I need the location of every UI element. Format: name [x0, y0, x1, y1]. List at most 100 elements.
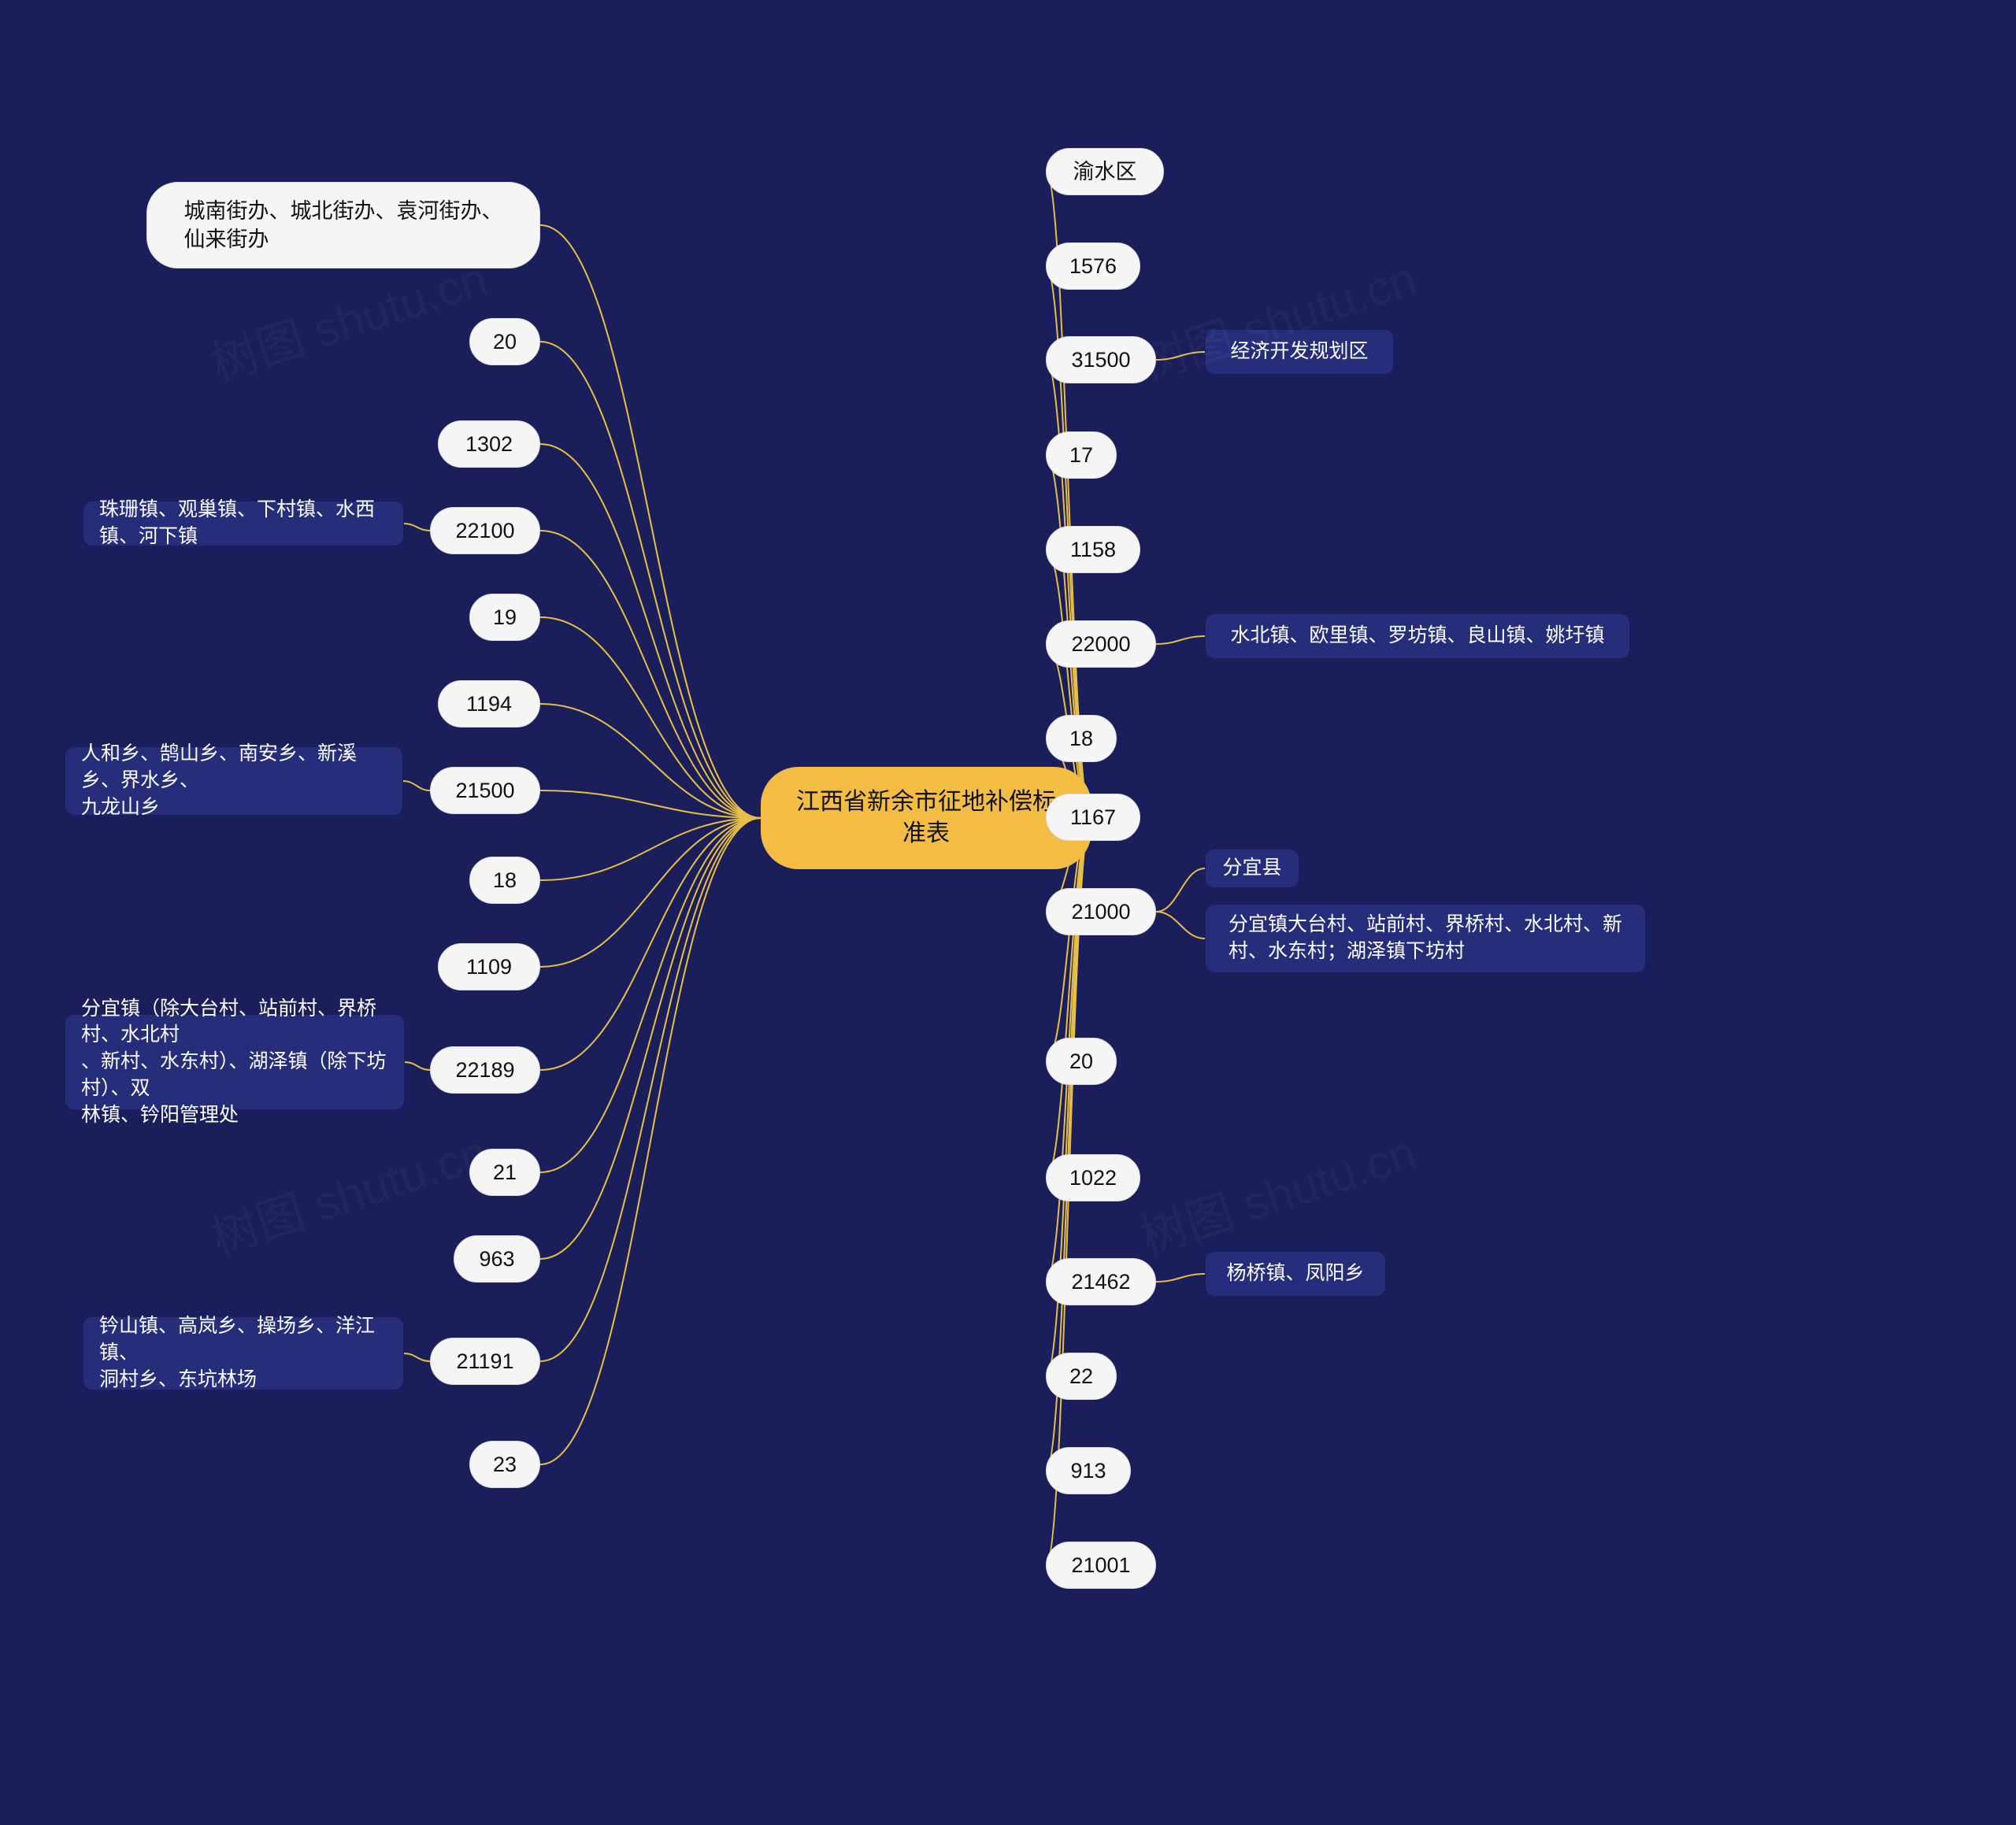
- right-node-9-label: 21000: [1071, 898, 1130, 926]
- right-node-9-child-2: 分宜镇大台村、站前村、界桥村、水北村、新 村、水东村；湖泽镇下坊村: [1205, 904, 1646, 973]
- left-node-1-label: 城南街办、城北街办、袁河街办、 仙来街办: [184, 197, 503, 254]
- left-node-4-child-1: 珠珊镇、观巢镇、下村镇、水西镇、河下镇: [83, 501, 404, 546]
- right-node-12-label: 21462: [1071, 1268, 1130, 1296]
- right-node-3-label: 31500: [1071, 346, 1130, 374]
- left-node-12-label: 963: [479, 1245, 514, 1273]
- left-node-13-child-1: 钤山镇、高岚乡、操场乡、洋江镇、 洞村乡、东坑林场: [83, 1316, 404, 1390]
- right-node-5: 1158: [1046, 526, 1140, 573]
- left-node-9-label: 1109: [466, 953, 512, 981]
- edge: [540, 818, 761, 1070]
- right-node-6-child-1-label: 水北镇、欧里镇、罗坊镇、良山镇、姚圩镇: [1230, 623, 1604, 650]
- edge: [1156, 352, 1205, 360]
- edge: [1156, 868, 1205, 912]
- left-node-3: 1302: [438, 420, 540, 468]
- right-node-12: 21462: [1046, 1258, 1156, 1305]
- right-node-11-label: 1022: [1069, 1164, 1117, 1192]
- right-node-8: 1167: [1046, 794, 1140, 841]
- right-node-4-label: 17: [1069, 441, 1093, 469]
- root-node-label: 江西省新余市征地补偿标 准表: [796, 787, 1056, 850]
- left-node-7-child-1-label: 人和乡、鹄山乡、南安乡、新溪乡、界水乡、 九龙山乡: [81, 741, 387, 820]
- left-node-5: 19: [469, 594, 540, 641]
- right-node-3: 31500: [1046, 336, 1156, 383]
- left-node-4: 22100: [430, 507, 540, 554]
- right-node-9-child-1: 分宜县: [1205, 849, 1299, 888]
- left-node-6-label: 1194: [466, 690, 512, 718]
- right-node-6-child-1: 水北镇、欧里镇、罗坊镇、良山镇、姚圩镇: [1205, 613, 1630, 659]
- right-node-13-label: 22: [1069, 1362, 1093, 1390]
- left-node-13: 21191: [430, 1338, 540, 1385]
- edge: [540, 818, 761, 1464]
- right-node-11: 1022: [1046, 1154, 1140, 1201]
- left-node-4-child-1-label: 珠珊镇、观巢镇、下村镇、水西镇、河下镇: [99, 497, 387, 550]
- left-node-14-label: 23: [493, 1450, 517, 1479]
- right-node-1: 渝水区: [1046, 148, 1164, 195]
- left-node-2-label: 20: [493, 328, 517, 356]
- right-node-2-label: 1576: [1069, 252, 1117, 280]
- edge: [404, 1353, 430, 1361]
- right-node-15: 21001: [1046, 1542, 1156, 1589]
- left-node-13-label: 21191: [456, 1347, 513, 1375]
- edge: [540, 818, 761, 880]
- left-node-10-child-1: 分宜镇（除大台村、站前村、界桥村、水北村 、新村、水东村）、湖泽镇（除下坊村）、…: [65, 1014, 405, 1110]
- right-node-9-child-2-label: 分宜镇大台村、站前村、界桥村、水北村、新 村、水东村；湖泽镇下坊村: [1228, 912, 1622, 965]
- right-node-5-label: 1158: [1070, 535, 1116, 564]
- edge: [404, 524, 430, 531]
- mindmap-edges: [0, 0, 2016, 1825]
- right-node-1-label: 渝水区: [1073, 157, 1137, 186]
- right-node-14: 913: [1046, 1447, 1131, 1494]
- right-node-3-child-1-label: 经济开发规划区: [1230, 339, 1368, 365]
- edge: [540, 617, 761, 818]
- right-node-7-label: 18: [1069, 724, 1093, 753]
- left-node-11-label: 21: [493, 1158, 517, 1186]
- edge: [540, 818, 761, 1259]
- edge: [540, 818, 761, 1172]
- right-node-10-label: 20: [1069, 1047, 1093, 1075]
- edge: [1156, 636, 1205, 644]
- left-node-3-label: 1302: [465, 430, 513, 458]
- left-node-9: 1109: [438, 943, 540, 990]
- edge: [540, 818, 761, 1361]
- edge: [1046, 818, 1091, 1178]
- left-node-10-label: 22189: [455, 1056, 514, 1084]
- left-node-7-child-1: 人和乡、鹄山乡、南安乡、新溪乡、界水乡、 九龙山乡: [65, 746, 403, 816]
- left-node-8: 18: [469, 857, 540, 904]
- right-node-8-label: 1167: [1070, 803, 1116, 831]
- edge: [403, 781, 430, 790]
- right-node-12-child-1-label: 杨桥镇、凤阳乡: [1226, 1260, 1364, 1287]
- edge: [405, 1062, 430, 1070]
- right-node-4: 17: [1046, 431, 1117, 479]
- left-node-1: 城南街办、城北街办、袁河街办、 仙来街办: [146, 182, 540, 268]
- left-node-10-child-1-label: 分宜镇（除大台村、站前村、界桥村、水北村 、新村、水东村）、湖泽镇（除下坊村）、…: [81, 996, 388, 1129]
- right-node-12-child-1: 杨桥镇、凤阳乡: [1205, 1251, 1386, 1297]
- edge: [1156, 1274, 1205, 1282]
- left-node-11: 21: [469, 1149, 540, 1196]
- left-node-2: 20: [469, 318, 540, 365]
- edge: [1156, 912, 1205, 938]
- edge: [540, 342, 761, 818]
- right-node-6-label: 22000: [1071, 630, 1130, 658]
- left-node-14: 23: [469, 1441, 540, 1488]
- right-node-10: 20: [1046, 1038, 1117, 1085]
- left-node-7-label: 21500: [455, 776, 514, 805]
- right-node-9: 21000: [1046, 888, 1156, 935]
- right-node-3-child-1: 经济开发规划区: [1205, 329, 1394, 375]
- edge: [540, 704, 761, 818]
- edge: [540, 531, 761, 818]
- right-node-14-label: 913: [1070, 1457, 1106, 1485]
- left-node-5-label: 19: [493, 603, 517, 631]
- right-node-2: 1576: [1046, 242, 1140, 290]
- left-node-10: 22189: [430, 1046, 540, 1094]
- left-node-4-label: 22100: [455, 516, 514, 545]
- right-node-9-child-1-label: 分宜县: [1222, 855, 1281, 882]
- left-node-6: 1194: [438, 680, 540, 727]
- left-node-8-label: 18: [493, 866, 517, 894]
- left-node-13-child-1-label: 钤山镇、高岚乡、操场乡、洋江镇、 洞村乡、东坑林场: [99, 1313, 387, 1393]
- right-node-7: 18: [1046, 715, 1117, 762]
- right-node-15-label: 21001: [1071, 1551, 1130, 1579]
- left-node-7: 21500: [430, 767, 540, 814]
- right-node-13: 22: [1046, 1353, 1117, 1400]
- root-node: 江西省新余市征地补偿标 准表: [761, 767, 1091, 869]
- right-node-6: 22000: [1046, 620, 1156, 668]
- edge: [540, 225, 761, 818]
- left-node-12: 963: [454, 1235, 540, 1283]
